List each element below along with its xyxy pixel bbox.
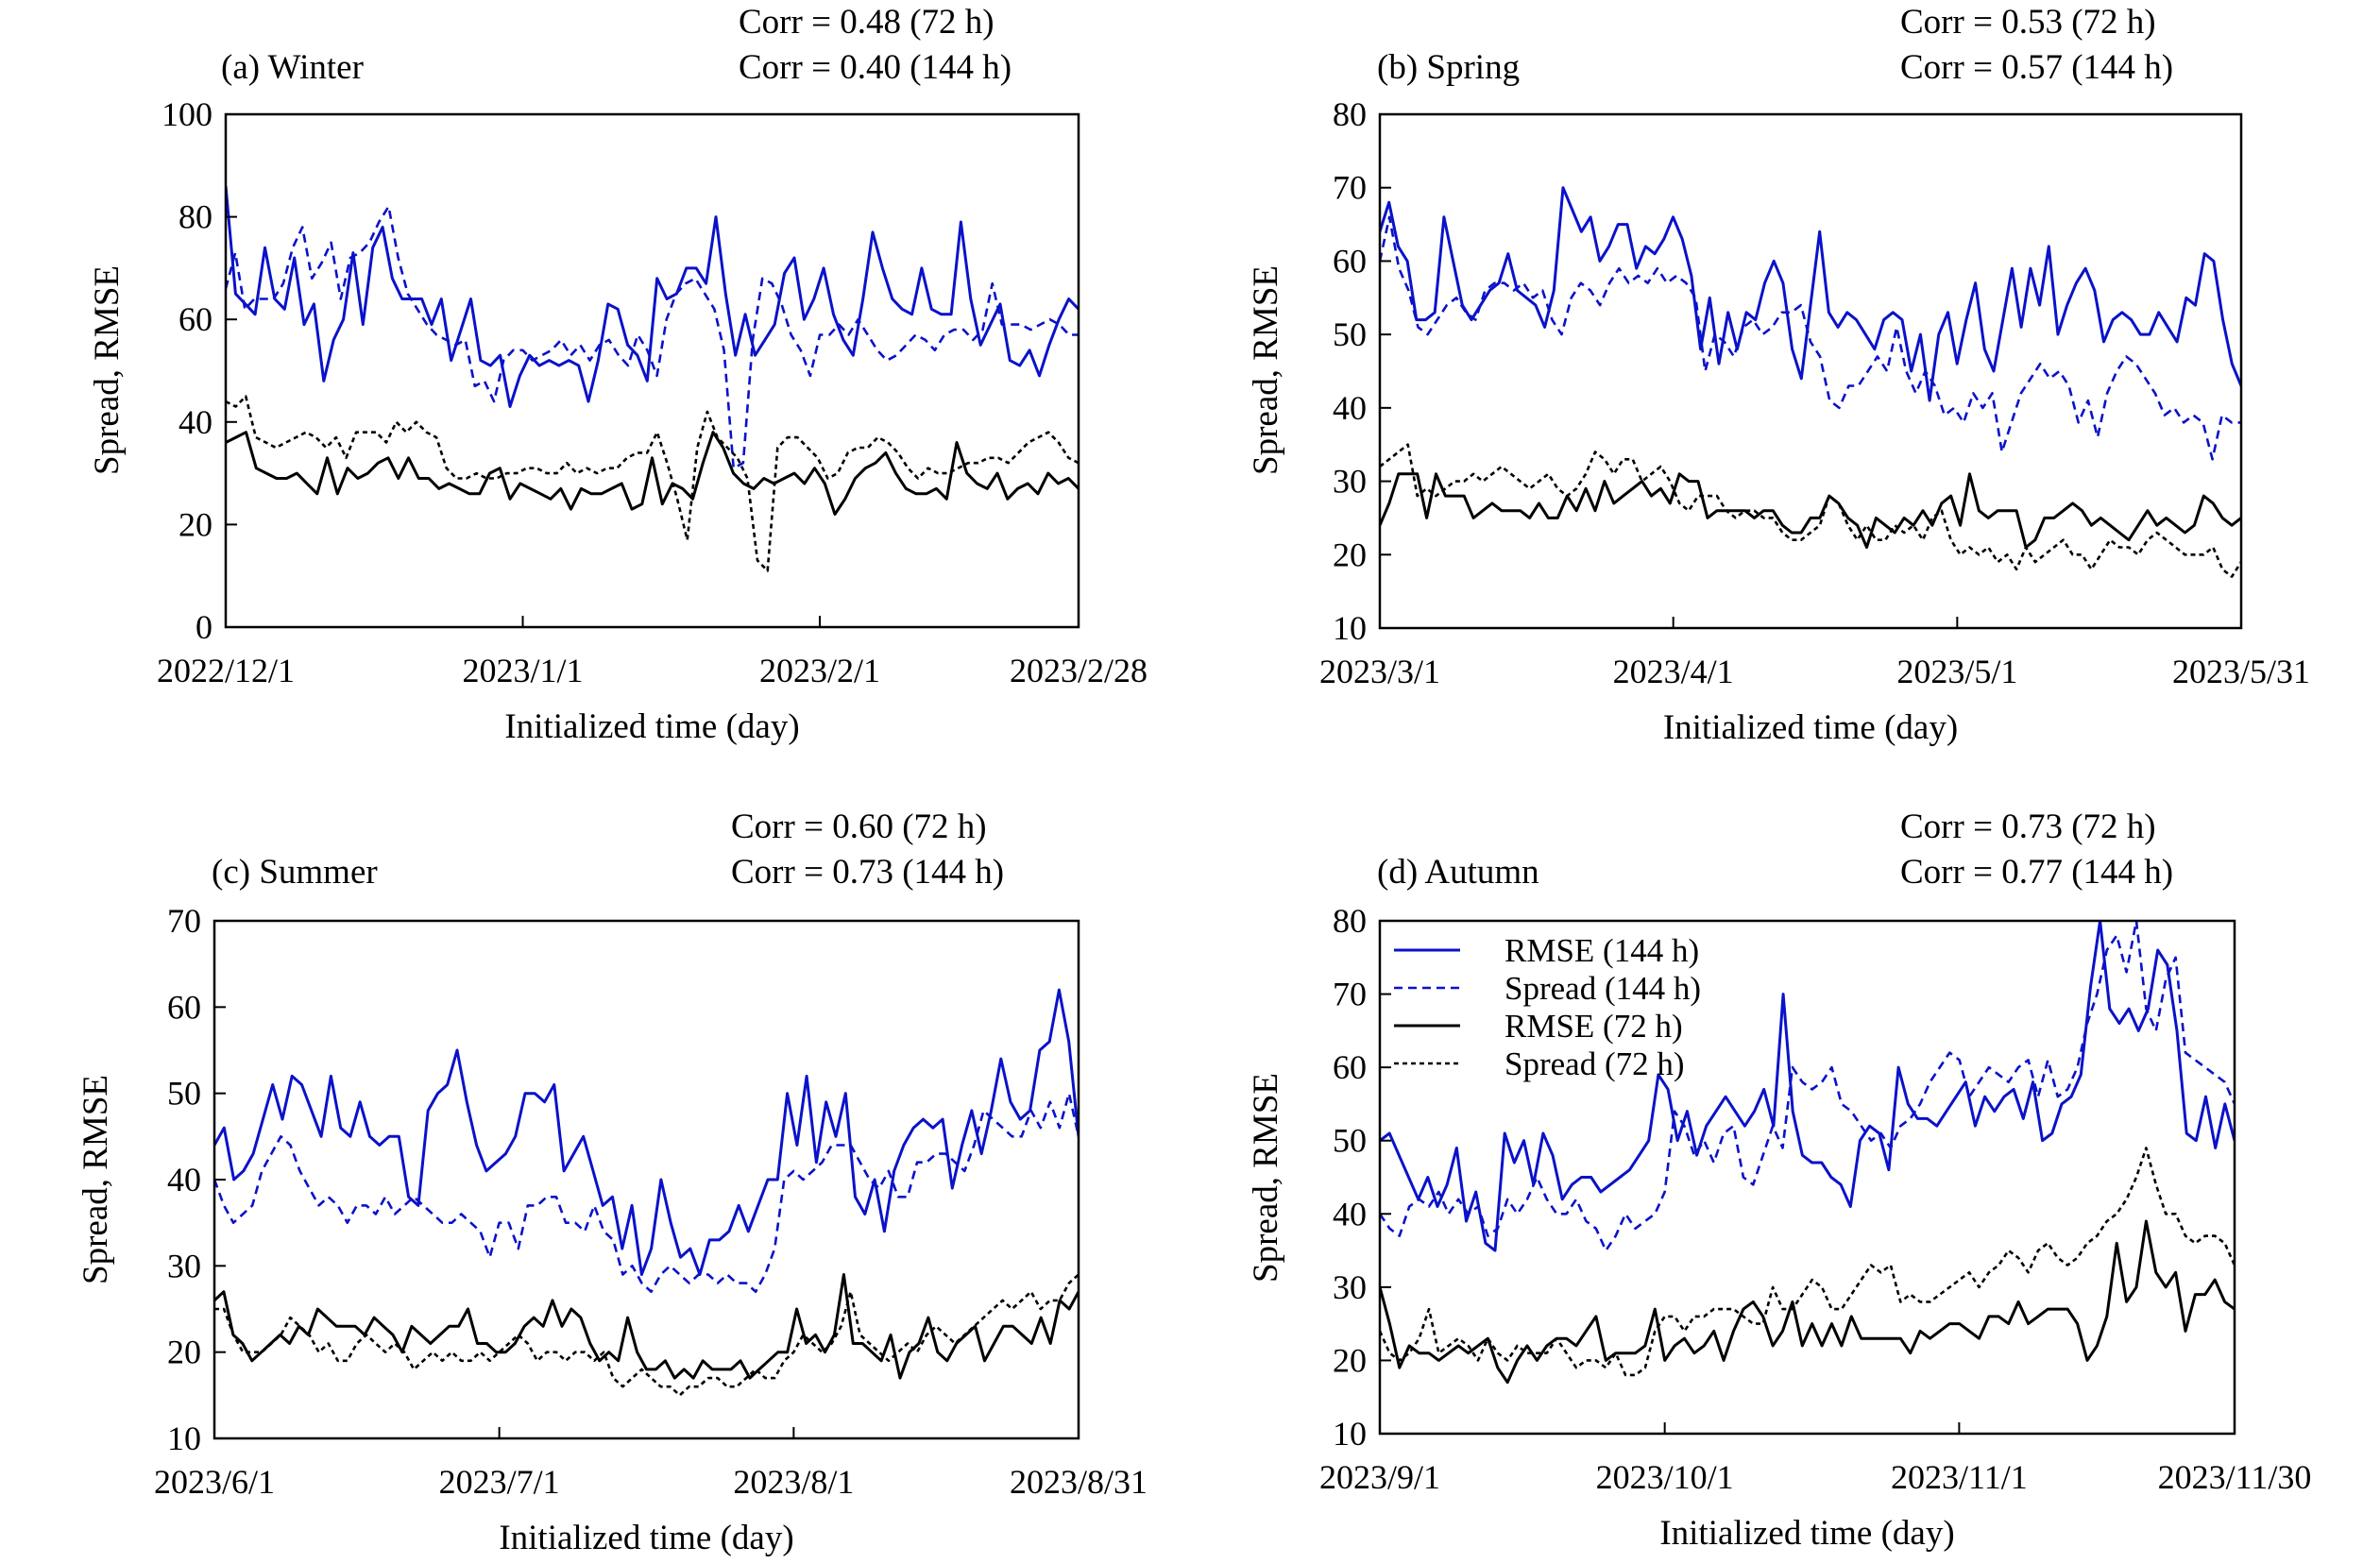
x-axis-label: Initialized time (day) [499,1519,793,1557]
x-tick-label: 2023/11/1 [1891,1458,2028,1496]
x-tick-label: 2023/7/1 [439,1463,560,1501]
y-tick-label: 60 [167,988,201,1026]
panel-1: 0 20 40 60 80 100 2022/12/1 2023/1/1 2023/2/1 202… [88,3,1148,746]
panel-4: 10 20 30 40 50 60 70 80 2023/9/1 2023/10/1 2023/11… [1247,808,2311,1553]
series-line-spread-72-h [1380,1147,2235,1377]
series-line-rmse-144-h [214,988,1079,1276]
y-tick-label: 40 [167,1161,201,1198]
x-axis-label: Initialized time (day) [1663,708,1958,747]
series-line-rmse-72-h [214,1273,1079,1380]
x-tick-label: 2023/11/30 [2158,1458,2312,1496]
y-tick-label: 40 [178,403,212,441]
legend-label: Spread (72 h) [1504,1046,1685,1082]
series-line-spread-144-h [1380,921,2235,1252]
x-tick-label: 2023/5/31 [2172,653,2310,690]
panel-title: (c) Summer [212,853,378,892]
series-line-spread-72-h [1380,443,2241,578]
series-group [214,988,1079,1397]
series-line-rmse-72-h [1380,472,2241,549]
x-tick-label: 2023/9/1 [1319,1458,1440,1496]
series-line-spread-144-h [1380,215,2241,461]
y-tick-label: 80 [1333,95,1367,133]
y-tick-label: 50 [1333,1122,1367,1160]
x-tick-label: 2023/5/1 [1896,653,2017,690]
corr-annotation: Corr = 0.57 (144 h) [1900,48,2173,87]
panel-2: 10 20 30 40 50 60 70 80 2023/3/1 2023/4/1 2023/5/1… [1247,3,2310,747]
x-axis-label: Initialized time (day) [1659,1514,1954,1553]
y-tick-label: 70 [1333,169,1367,207]
panel-title: (a) Winter [221,48,364,87]
corr-annotation: Corr = 0.73 (144 h) [731,853,1004,892]
legend-label: Spread (144 h) [1504,970,1701,1007]
y-tick-label: 100 [162,95,212,133]
series-line-rmse-144-h [1380,186,2241,402]
plot-frame [1378,919,2236,1436]
corr-annotation: Corr = 0.40 (144 h) [739,48,1012,87]
y-tick-label: 10 [1333,1415,1367,1453]
y-tick-label: 30 [167,1247,201,1284]
y-tick-label: 50 [1333,315,1367,353]
y-tick-label: 10 [167,1420,201,1457]
y-tick-label: 30 [1333,1268,1367,1306]
y-tick-label: 0 [196,608,212,646]
y-tick-label: 80 [178,198,212,236]
y-tick-label: 40 [1333,1195,1367,1232]
series-line-spread-144-h [226,205,1079,470]
y-tick-label: 60 [1333,242,1367,280]
y-tick-label: 70 [1333,976,1367,1013]
legend-label: RMSE (144 h) [1504,932,1699,969]
corr-annotation: Corr = 0.77 (144 h) [1900,853,2173,892]
x-tick-label: 2023/3/1 [1319,653,1440,690]
corr-annotation: Corr = 0.60 (72 h) [731,808,987,846]
y-tick-label: 40 [1333,389,1367,427]
corr-annotation: Corr = 0.53 (72 h) [1900,3,2156,42]
legend-label: RMSE (72 h) [1504,1008,1683,1045]
panel-title: (b) Spring [1377,48,1520,87]
series-group [1380,186,2241,578]
series-line-rmse-144-h [1380,921,2235,1252]
x-tick-label: 2023/8/31 [1010,1463,1148,1501]
y-tick-label: 60 [178,300,212,338]
y-tick-label: 70 [167,902,201,940]
x-tick-label: 2023/2/1 [759,652,880,689]
x-tick-label: 2023/2/28 [1010,652,1148,689]
plot-frame [224,112,1080,629]
x-tick-label: 2023/4/1 [1613,653,1734,690]
x-tick-label: 2023/6/1 [154,1463,275,1501]
panel-title: (d) Autumn [1377,853,1539,892]
series-line-spread-72-h [226,395,1079,572]
y-tick-label: 20 [178,505,212,543]
series-group [226,185,1079,572]
y-tick-label: 60 [1333,1048,1367,1086]
panel-3: 10 20 30 40 50 60 70 2023/6/1 2023/7/1 2023/8/1 20… [76,808,1148,1557]
y-axis-label: Spread, RMSE [1247,1073,1285,1283]
x-tick-label: 2023/1/1 [463,652,584,689]
y-tick-label: 10 [1333,609,1367,647]
x-tick-label: 2023/8/1 [733,1463,854,1501]
y-tick-label: 20 [1333,1341,1367,1379]
y-tick-label: 50 [167,1075,201,1113]
y-tick-label: 20 [1333,536,1367,573]
y-axis-label: Spread, RMSE [76,1075,115,1284]
series-group [1380,921,2235,1385]
legend: RMSE (144 h)Spread (144 h)RMSE (72 h)Spr… [1394,932,1701,1082]
series-line-rmse-72-h [1380,1219,2235,1385]
corr-annotation: Corr = 0.48 (72 h) [739,3,994,42]
plot-frame [1378,112,2243,630]
y-axis-label: Spread, RMSE [88,265,127,475]
x-tick-label: 2022/12/1 [157,652,295,689]
y-axis-label: Spread, RMSE [1247,265,1285,475]
corr-annotation: Corr = 0.73 (72 h) [1900,808,2156,846]
series-line-spread-72-h [214,1273,1079,1397]
series-line-rmse-144-h [226,185,1079,408]
series-line-rmse-72-h [226,431,1079,516]
x-tick-label: 2023/10/1 [1596,1458,1734,1496]
y-tick-label: 80 [1333,902,1367,940]
x-axis-label: Initialized time (day) [504,707,799,746]
y-tick-label: 30 [1333,463,1367,501]
y-tick-label: 20 [167,1334,201,1371]
